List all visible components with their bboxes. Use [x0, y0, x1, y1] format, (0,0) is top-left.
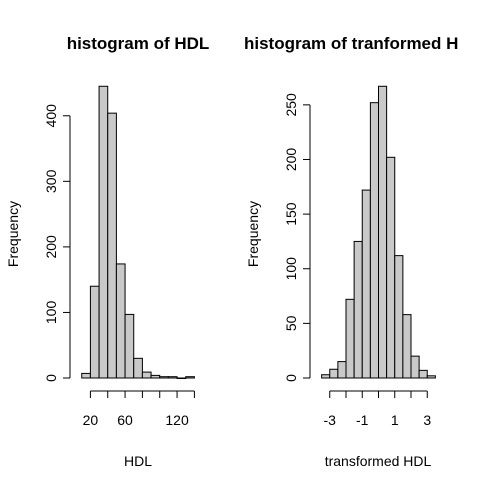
transformed-y-axis-label: Frequency [245, 201, 261, 267]
hdl-chart-title: histogram of HDL [67, 34, 210, 53]
histogram-bar [410, 355, 420, 379]
histogram-bar [81, 372, 91, 379]
y-tick-label: 400 [43, 104, 59, 128]
histogram-bar [124, 313, 135, 379]
hdl-x-axis: 20 60 120 [83, 390, 195, 428]
x-tick-label: 120 [165, 412, 189, 428]
histogram-bar [329, 368, 339, 379]
histogram-bar [141, 371, 152, 379]
y-tick-label: 100 [283, 257, 299, 281]
histogram-bar [115, 263, 126, 379]
histogram-bar [345, 298, 355, 379]
histogram-bar [167, 376, 178, 379]
histogram-bar [361, 189, 371, 379]
histogram-bar [386, 156, 396, 379]
transformed-x-axis-label: transformed HDL [325, 453, 432, 469]
histogram-bar [426, 375, 436, 379]
hdl-y-axis: 0 100 200 300 400 [43, 104, 71, 382]
histogram-bar [353, 240, 363, 379]
y-tick-label: 0 [43, 374, 59, 382]
histogram-bar [321, 374, 331, 379]
transformed-chart-title: histogram of tranformed H [244, 34, 458, 53]
transformed-bars [321, 85, 436, 379]
histogram-bar [369, 102, 379, 379]
histogram-bar [337, 361, 347, 379]
y-tick-label: 200 [283, 148, 299, 172]
hdl-y-axis-label: Frequency [5, 201, 21, 267]
x-tick-label: -3 [324, 412, 337, 428]
x-tick-label: 1 [391, 412, 399, 428]
histogram-bar [176, 377, 187, 379]
histogram-bar [98, 85, 109, 379]
transformed-hdl-histogram-panel: histogram of tranformed H transformed HD… [244, 34, 458, 469]
x-tick-label: -1 [356, 412, 369, 428]
histogram-bar [185, 376, 195, 379]
hdl-histogram-panel: histogram of HDL HDL Frequency 0 100 200 30… [5, 34, 209, 469]
histogram-bar [394, 255, 404, 379]
y-tick-label: 50 [283, 315, 299, 331]
histogram-bar [159, 376, 169, 379]
y-tick-label: 150 [283, 202, 299, 226]
x-tick-label: 3 [423, 412, 431, 428]
histogram-bar [150, 374, 161, 379]
y-tick-label: 250 [283, 93, 299, 117]
hdl-x-axis-label: HDL [124, 453, 152, 469]
transformed-x-axis: -3 -1 1 3 [324, 390, 431, 428]
hdl-bars [81, 85, 195, 379]
histogram-bar [133, 357, 143, 379]
histogram-bar [402, 314, 412, 379]
transformed-y-axis: 0 50 100 150 200 250 [283, 93, 311, 382]
y-tick-label: 0 [283, 374, 299, 382]
histogram-bar [89, 285, 100, 379]
y-tick-label: 200 [43, 235, 59, 259]
histogram-bar [418, 369, 428, 379]
y-tick-label: 300 [43, 169, 59, 193]
x-tick-label: 60 [117, 412, 133, 428]
histogram-bar [107, 112, 117, 379]
histogram-bar [378, 85, 388, 379]
x-tick-label: 20 [83, 412, 99, 428]
y-tick-label: 100 [43, 301, 59, 325]
